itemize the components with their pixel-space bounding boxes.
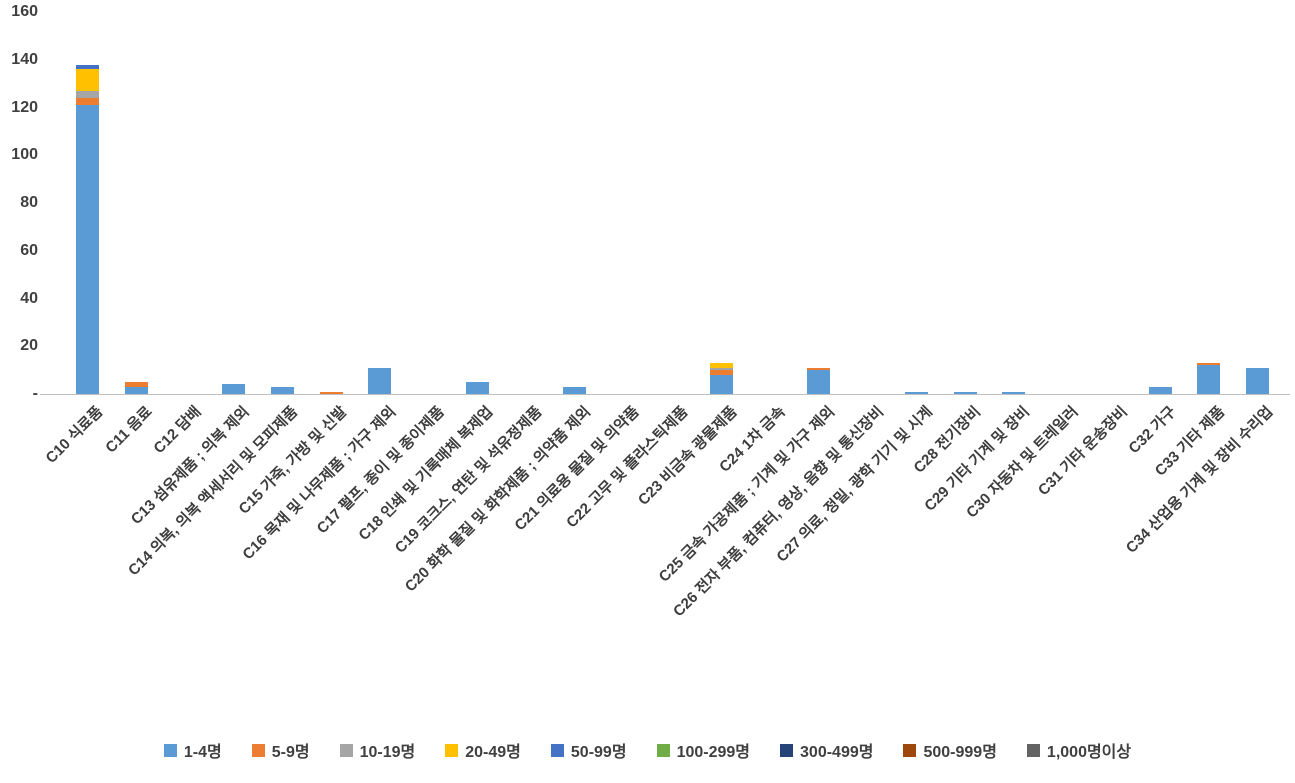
- legend-item: 1-4명: [163, 738, 222, 762]
- legend-item: 10-19명: [339, 738, 416, 762]
- bar: [222, 384, 246, 394]
- bar-segment: [904, 391, 928, 394]
- bar-segment: [75, 97, 99, 106]
- bar-segment: [368, 367, 392, 394]
- legend-label: 100-299명: [676, 744, 751, 761]
- legend: 1-4명 5-9명 10-19명 20-49명 50-99명 100-299명 300-49…: [0, 738, 1295, 762]
- bar-segment: [807, 370, 831, 394]
- legend-label: 50-99명: [570, 744, 627, 761]
- legend-swatch-icon: [163, 743, 177, 757]
- legend-item: 20-49명: [445, 738, 521, 762]
- bar: [807, 367, 831, 394]
- bar: [904, 391, 928, 394]
- bar-segment: [1197, 362, 1221, 366]
- legend-swatch-icon: [339, 743, 353, 757]
- bar-segment: [709, 367, 733, 371]
- bar-segment: [319, 391, 343, 394]
- bar: [270, 386, 294, 394]
- legend-swatch-icon: [780, 743, 794, 757]
- legend-label: 500-999명: [923, 744, 997, 761]
- bar: [319, 391, 343, 394]
- legend-item: 100-299명: [656, 738, 751, 762]
- bar-segment: [75, 64, 99, 70]
- legend-label: 1,000명이상: [1046, 744, 1132, 761]
- bar-segment: [1148, 386, 1172, 394]
- y-axis-tick-label: 40: [20, 289, 38, 307]
- legend-label: 10-19명: [359, 744, 416, 761]
- legend-swatch-icon: [903, 743, 917, 757]
- bar-segment: [709, 362, 733, 368]
- bar-segment: [222, 384, 246, 394]
- x-axis-line: [40, 394, 1290, 395]
- bar-segment: [709, 374, 733, 394]
- bar: [1197, 362, 1221, 394]
- bar-segment: [1002, 391, 1026, 394]
- y-axis-tick-label: 100: [11, 146, 38, 164]
- bar: [953, 391, 977, 394]
- y-axis-tick-label: 120: [11, 98, 38, 116]
- y-axis-tick-label: -: [32, 385, 38, 402]
- bar: [465, 382, 489, 394]
- bar: [563, 386, 587, 394]
- bar: [124, 382, 148, 394]
- legend-label: 20-49명: [465, 744, 521, 761]
- legend-swatch-icon: [656, 743, 670, 757]
- bar-segment: [465, 382, 489, 394]
- bar: [1002, 391, 1026, 394]
- legend-item: 500-999명: [903, 738, 997, 762]
- legend-swatch-icon: [1026, 743, 1040, 757]
- bar: [368, 367, 392, 394]
- bar-segment: [1246, 367, 1270, 394]
- bar: [709, 362, 733, 394]
- bar-segment: [75, 90, 99, 98]
- bar: [1246, 367, 1270, 394]
- bar-segment: [75, 105, 99, 394]
- y-axis-tick-label: 160: [11, 3, 38, 20]
- legend-label: 300-499명: [800, 744, 874, 761]
- legend-item: 300-499명: [780, 738, 873, 762]
- y-axis-tick-label: 60: [20, 241, 38, 259]
- bar-segment: [807, 367, 831, 371]
- bar: [75, 64, 99, 394]
- bar-segment: [124, 382, 148, 387]
- bar-segment: [953, 391, 977, 394]
- legend-item: 1,000명이상: [1026, 738, 1132, 762]
- bar-segment: [75, 69, 99, 91]
- bar-segment: [709, 370, 733, 375]
- bar-segment: [563, 386, 587, 394]
- legend-label: 5-9명: [271, 744, 310, 761]
- legend-item: 50-99명: [550, 738, 627, 762]
- legend-swatch-icon: [251, 743, 265, 757]
- legend-swatch-icon: [445, 743, 459, 757]
- y-axis-tick-label: 140: [11, 50, 38, 68]
- legend-item: 5-9명: [251, 738, 310, 762]
- bar-segment: [270, 386, 294, 394]
- y-axis-tick-label: 20: [20, 337, 38, 355]
- legend-swatch-icon: [550, 743, 564, 757]
- bar: [1148, 386, 1172, 394]
- legend-label: 1-4명: [183, 744, 222, 761]
- bar-segment: [1197, 365, 1221, 394]
- y-axis-tick-label: 80: [20, 194, 38, 211]
- bar-segment: [124, 386, 148, 394]
